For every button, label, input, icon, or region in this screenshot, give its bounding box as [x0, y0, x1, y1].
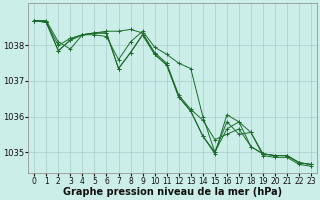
X-axis label: Graphe pression niveau de la mer (hPa): Graphe pression niveau de la mer (hPa) [63, 187, 282, 197]
